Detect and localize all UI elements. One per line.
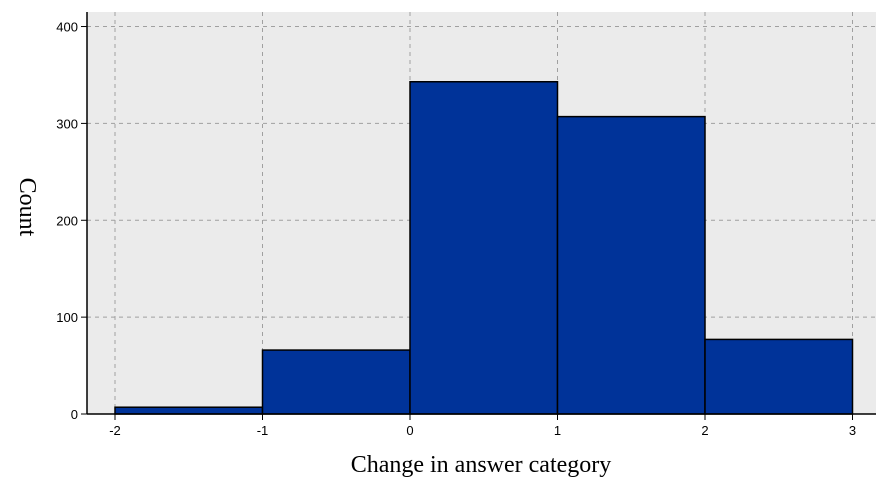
histogram-bar [704, 338, 854, 415]
histogram-bar [409, 80, 559, 415]
y-tick-label: 300 [56, 116, 78, 131]
histogram-bars [114, 80, 854, 415]
x-tick-label: 2 [701, 423, 708, 438]
histogram-bar [261, 349, 411, 415]
x-tick-label: 3 [849, 423, 856, 438]
ticks: -2 -1 0 1 2 3 0 100 200 300 400 [56, 20, 856, 438]
axes [86, 12, 876, 415]
x-tick-label: -1 [257, 423, 269, 438]
histogram-bar [556, 115, 706, 415]
y-tick-label: 0 [71, 407, 78, 422]
x-tick-label: 1 [554, 423, 561, 438]
y-tick-label: 400 [56, 20, 78, 35]
x-tick-label: 0 [406, 423, 413, 438]
y-tick-label: 100 [56, 310, 78, 325]
y-tick-label: 200 [56, 213, 78, 228]
x-tick-label: -2 [109, 423, 121, 438]
x-axis-title: Change in answer category [351, 452, 612, 478]
histogram-bar [114, 406, 264, 415]
y-axis-title: Count [14, 178, 40, 237]
